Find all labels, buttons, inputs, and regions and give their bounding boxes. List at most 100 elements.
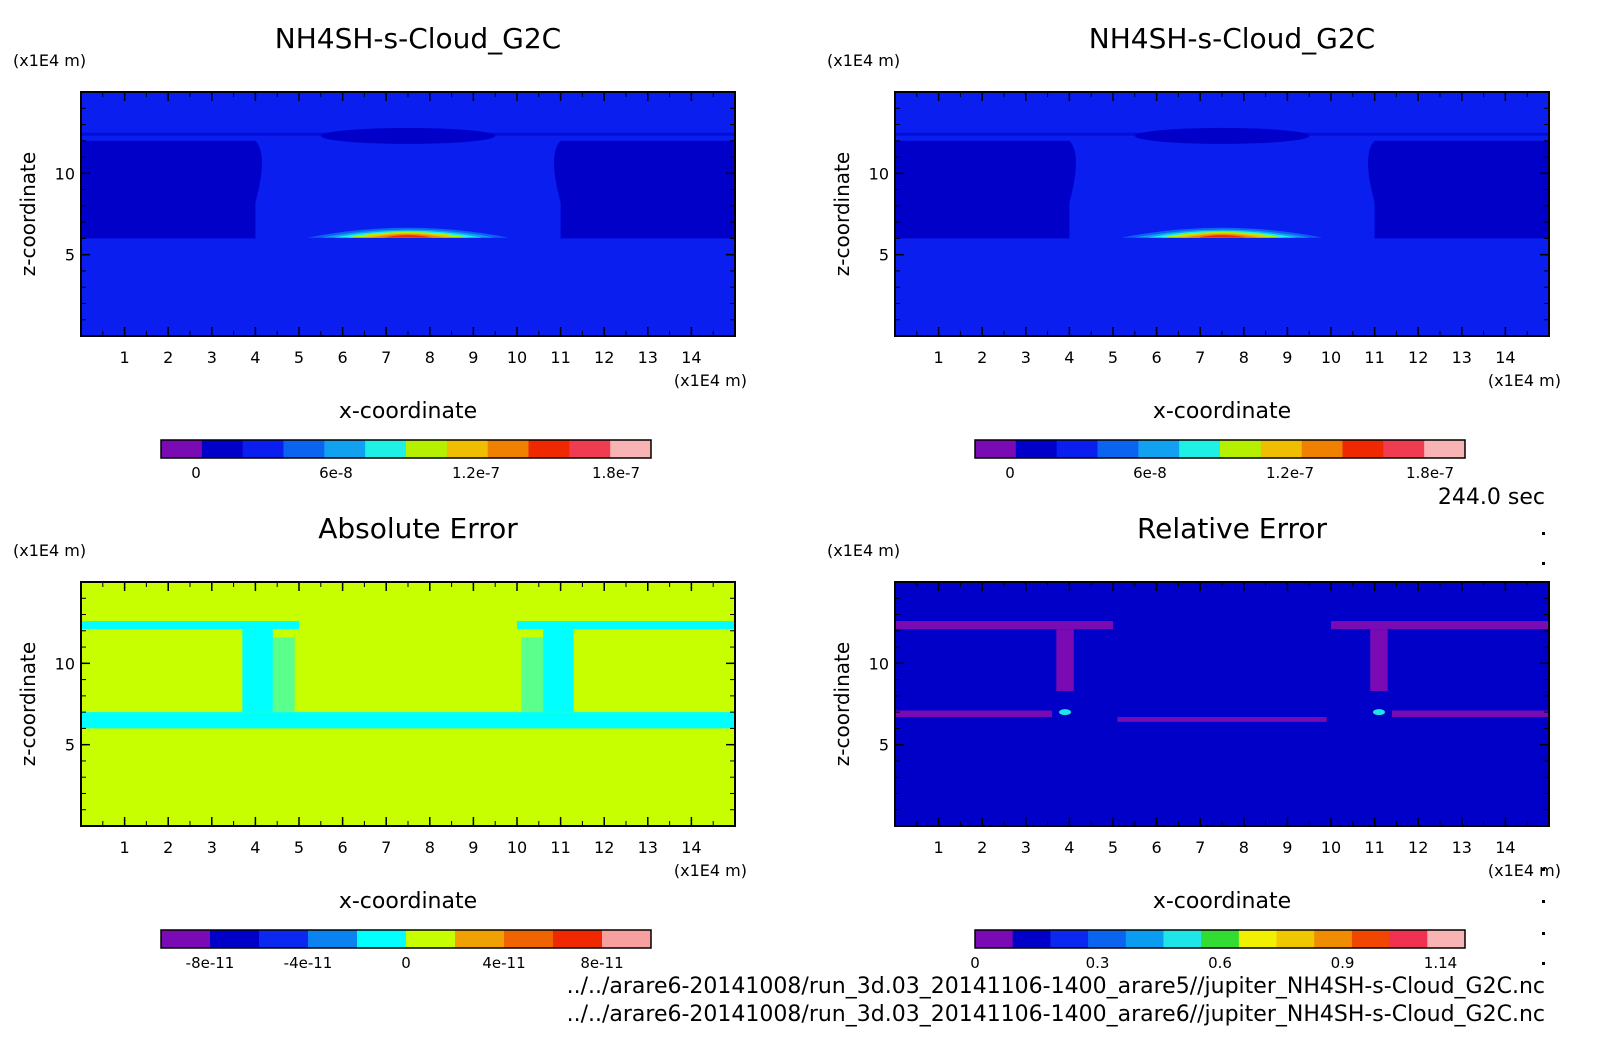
colorbar-tick-label: 4e-11 [482,954,525,972]
colorbar-swatch [553,930,603,948]
y-tick-label: 10 [55,654,75,673]
error-band-lower-left [895,710,1052,718]
y-axis-label: z-coordinate [16,152,40,276]
x-tick-label: 9 [1282,348,1292,367]
colorbar: 0 6e-8 1.2e-7 1.8e-7 [974,439,1466,482]
field-background [895,582,1549,826]
y-tick-label: 5 [65,246,75,265]
x-tick-label: 9 [1282,838,1292,857]
field-upper-line [895,132,1549,136]
footer-path-1: ../../arare6-20141008/run_3d.03_20141106… [567,974,1545,999]
panel-2: NH4SH-s-Cloud_G2C (x1E4 m) (x1E4 m) x-coord… [827,22,1561,482]
x-tick-label: 12 [594,348,614,367]
colorbar-swatch [1097,440,1139,458]
x-tick-label: 9 [468,348,478,367]
colorbar-swatch [455,930,505,948]
time-label: 244.0 sec [1438,485,1545,510]
plot-title: Relative Error [1137,512,1328,545]
colorbar-swatch [1056,440,1098,458]
x-tick-label: 11 [1364,348,1384,367]
y-unit-label: (x1E4 m) [827,51,900,70]
x-tick-label: 5 [1108,348,1118,367]
colorbar-tick-label: -8e-11 [186,954,235,972]
x-tick-label: 6 [1152,348,1162,367]
footer-path-2: ../../arare6-20141008/run_3d.03_20141106… [567,1002,1545,1027]
x-axis-label: x-coordinate [339,889,477,914]
x-tick-label: 6 [338,838,348,857]
panel-1: NH4SH-s-Cloud_G2C (x1E4 m) (x1E4 m) x-coord… [13,22,747,482]
colorbar-tick-label: 0 [1005,464,1015,482]
x-tick-label: 5 [1108,838,1118,857]
x-tick-label: 11 [550,838,570,857]
x-tick-label: 13 [1452,348,1472,367]
error-band-upper-left [81,621,299,630]
x-unit-label: (x1E4 m) [674,371,747,390]
x-tick-label: 2 [977,838,987,857]
colorbar-swatch [406,440,448,458]
colorbar-swatch [357,930,407,948]
error-band-upper-left [895,621,1113,630]
x-tick-label: 3 [1021,838,1031,857]
colorbar-swatch [283,440,325,458]
colorbar-swatch [1220,440,1262,458]
colorbar-swatch [602,930,652,948]
colorbar-swatch [1427,930,1466,948]
colorbar-frame [974,929,1466,949]
colorbar-swatch [365,440,407,458]
error-band-lower-right [1392,710,1549,718]
x-tick-label: 7 [1195,838,1205,857]
x-tick-label: 4 [1064,838,1074,857]
x-tick-label: 2 [163,348,173,367]
x-tick-label: 1 [120,838,130,857]
colorbar-swatch [259,930,309,948]
heatmap-field [81,92,735,336]
error-speckle-left [272,637,295,713]
x-tick-label: 10 [507,348,527,367]
x-axis-label: x-coordinate [339,399,477,424]
x-unit-label: (x1E4 m) [1488,371,1561,390]
error-column-right [543,629,574,713]
error-speckle-right [521,637,544,713]
plot-title: NH4SH-s-Cloud_G2C [275,22,561,55]
colorbar-swatch [161,440,203,458]
x-tick-label: 6 [338,348,348,367]
colorbar-tick-label: -4e-11 [284,954,333,972]
error-hotspot-right [1372,709,1385,716]
colorbar-swatch [1314,930,1353,948]
y-tick-label: 10 [869,164,889,183]
colorbar-tick-label: 0 [191,464,201,482]
colorbar-swatch [975,440,1017,458]
y-tick-label: 5 [879,736,889,755]
field-upper-band [1134,127,1310,144]
colorbar-swatch [406,930,456,948]
colorbar-tick-label: 6e-8 [1133,464,1167,482]
x-tick-label: 4 [1064,348,1074,367]
edge-dots [1542,532,1545,965]
x-tick-label: 13 [638,838,658,857]
y-tick-label: 5 [65,736,75,755]
colorbar-swatch [487,440,529,458]
colorbar-swatch [1163,930,1202,948]
plot-title: NH4SH-s-Cloud_G2C [1089,22,1375,55]
panel-3: Absolute Error (x1E4 m) (x1E4 m) x-coordina… [13,512,747,972]
colorbar-tick-label: 1.8e-7 [1406,464,1454,482]
colorbar-swatch [1276,930,1315,948]
colorbar-tick-label: 6e-8 [319,464,353,482]
colorbar-swatch [1138,440,1180,458]
error-band-upper-right [1331,621,1549,630]
x-tick-label: 11 [1364,838,1384,857]
colorbar-swatch [975,930,1014,948]
x-tick-label: 7 [381,348,391,367]
colorbar-tick-label: 0 [401,954,411,972]
x-tick-label: 13 [638,348,658,367]
x-tick-label: 5 [294,348,304,367]
colorbar-swatch [1260,440,1303,458]
error-band-center [299,715,517,724]
colorbar-swatch [308,930,358,948]
colorbar-swatch [1342,440,1384,458]
y-axis-label: z-coordinate [830,642,854,766]
x-tick-label: 12 [1408,348,1428,367]
colorbar-swatch [1088,930,1127,948]
x-tick-label: 7 [381,838,391,857]
field-region-right [560,140,735,239]
